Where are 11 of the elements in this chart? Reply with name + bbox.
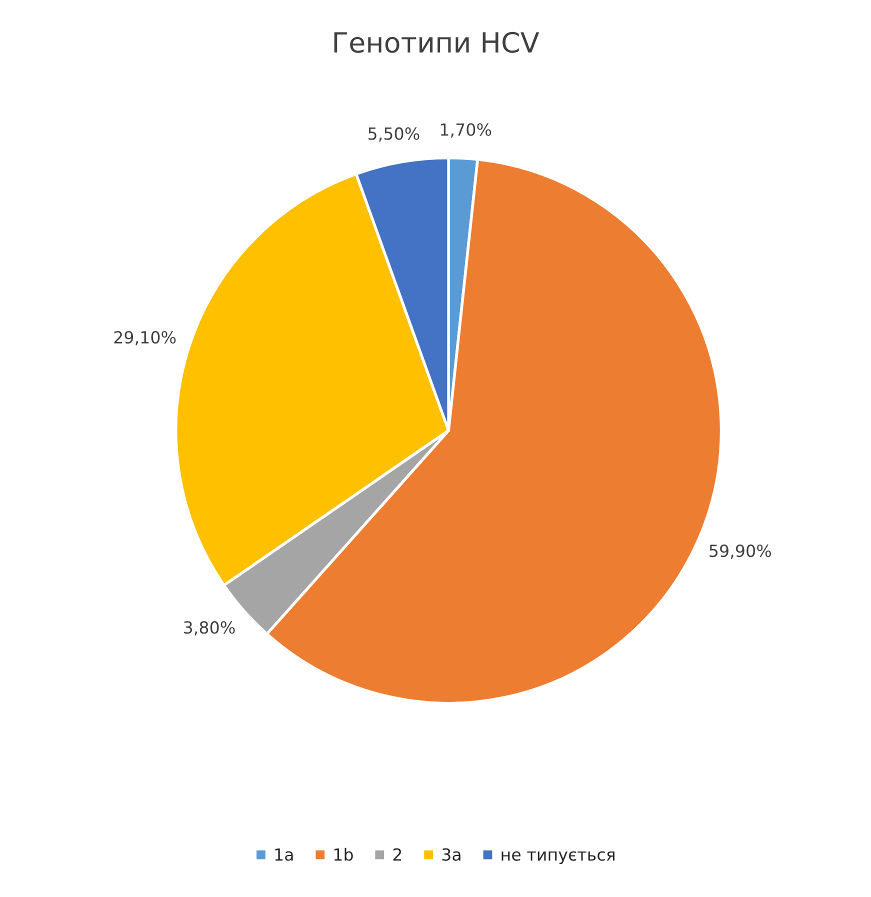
legend-label: 3a [442, 848, 460, 861]
data-label: 1,70% [440, 123, 492, 138]
data-label: 29,10% [114, 330, 176, 346]
legend-label: не типується [502, 851, 614, 864]
chart-title: Генотипи HCV [334, 32, 540, 53]
data-label: 3,80% [184, 621, 235, 636]
data-label: 5,50% [368, 127, 420, 142]
legend-label: 1b [334, 848, 353, 861]
legend-label: 2 [393, 848, 402, 861]
data-label: 59,90% [710, 544, 772, 559]
legend-label: 1a [275, 848, 293, 861]
